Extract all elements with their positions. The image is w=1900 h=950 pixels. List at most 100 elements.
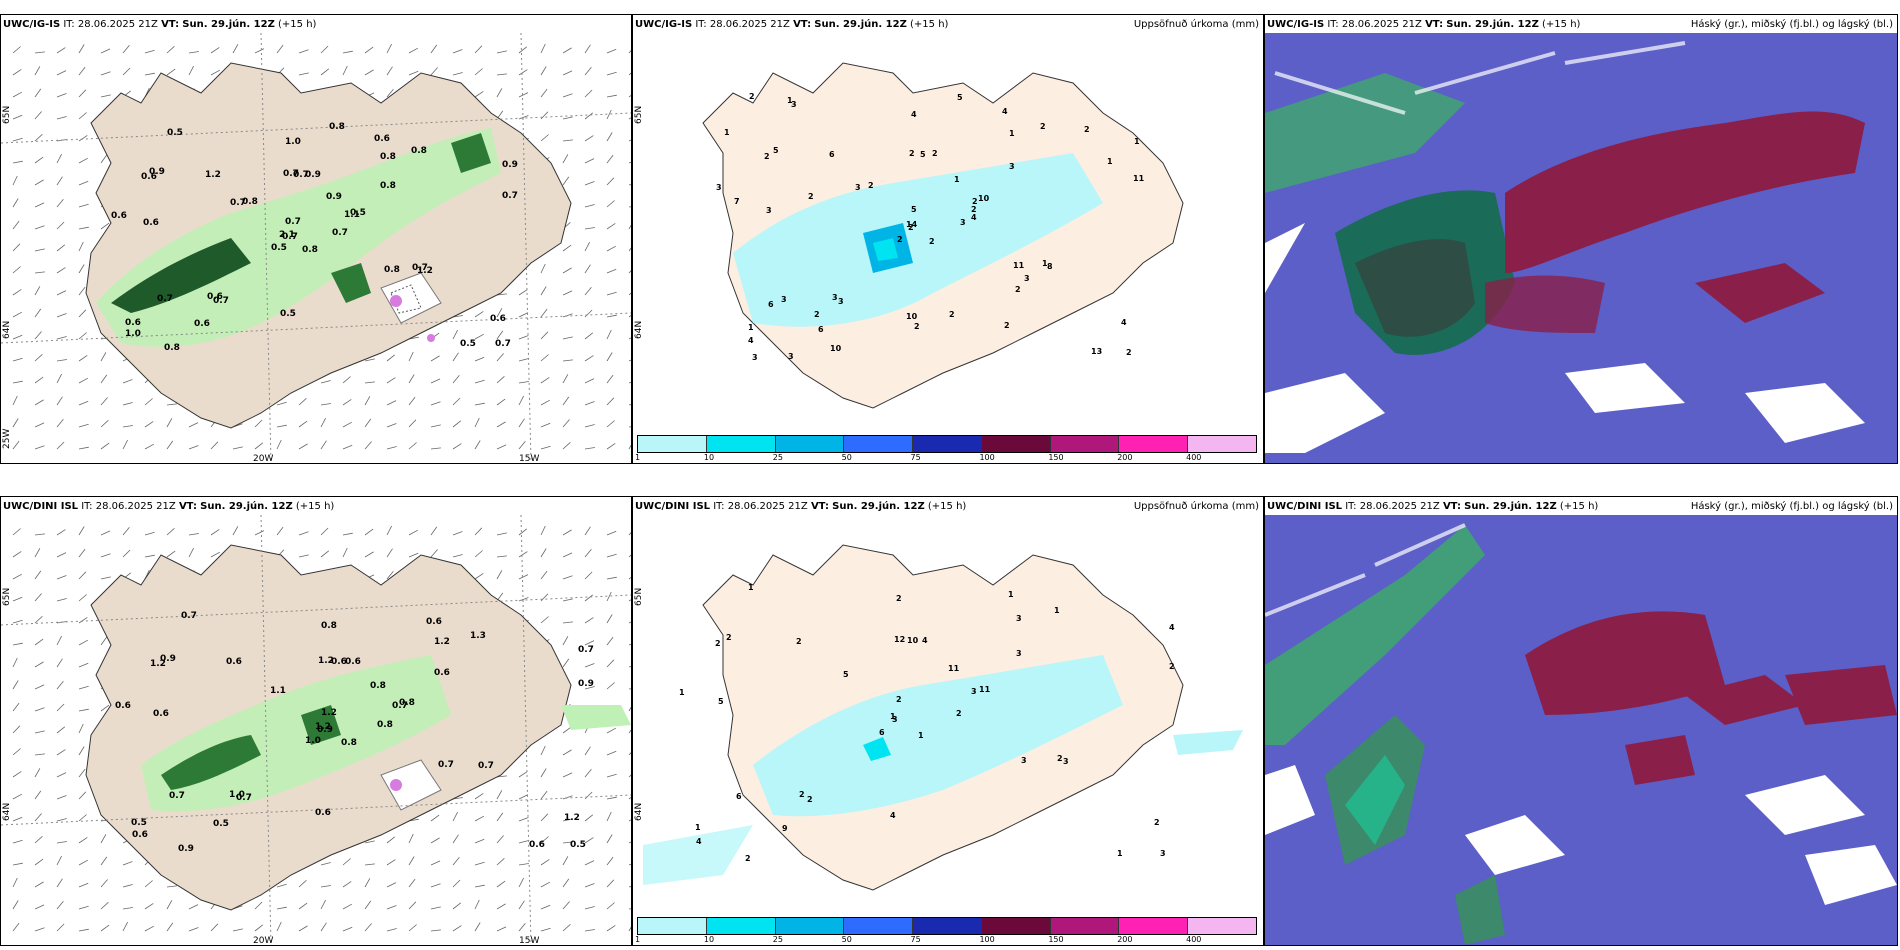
colorbar-segment — [844, 918, 914, 934]
wind-barb — [562, 139, 573, 142]
wind-barb — [342, 50, 353, 54]
map-value-label: 0.5 — [167, 128, 183, 138]
map-value-label: 2 — [1126, 348, 1132, 357]
map-value-label: 1 — [890, 712, 896, 721]
lat-label: 64N — [2, 803, 12, 821]
wind-barb — [34, 707, 45, 712]
wind-barb — [408, 552, 419, 558]
map-value-label: 0.9 — [326, 192, 342, 202]
wind-barb — [584, 663, 595, 668]
panel-wind-ig-is: UWC/IG-IS IT: 28.06.2025 21Z VT: Sun. 29… — [0, 14, 632, 464]
wind-barb — [452, 925, 462, 932]
wind-barb — [430, 929, 441, 932]
wind-barb — [56, 93, 67, 98]
wind-barb — [298, 554, 309, 558]
wind-barb — [628, 729, 631, 734]
wind-barb — [56, 818, 67, 822]
wind-barb — [34, 768, 41, 778]
wind-barb — [408, 833, 414, 844]
wind-barb — [254, 419, 263, 428]
wind-barb — [166, 418, 173, 428]
wind-barb — [34, 134, 43, 142]
wind-barb — [34, 156, 44, 164]
colorbar-segment — [1119, 436, 1189, 452]
wind-barb — [342, 421, 352, 428]
wind-barb — [100, 704, 110, 712]
wind-barb — [56, 70, 67, 76]
map-value-label: 3 — [971, 687, 977, 696]
wind-barb — [56, 658, 63, 668]
wind-barb — [628, 270, 631, 274]
map-value-label: 2 — [896, 594, 902, 603]
wind-barb — [144, 421, 154, 428]
map-value-label: 0.6 — [490, 314, 506, 324]
colorbar — [637, 917, 1257, 935]
map-value-label: 0.7 — [169, 791, 185, 801]
wind-barb — [628, 224, 631, 230]
wind-barb — [100, 834, 107, 844]
wind-barb — [540, 422, 551, 428]
wind-barb — [430, 906, 441, 910]
wind-barb — [606, 902, 615, 910]
wind-barb — [78, 746, 85, 756]
map-value-label: 0.7 — [438, 760, 454, 770]
lat-label: 65N — [2, 588, 12, 606]
map-value-label: 0.6 — [374, 134, 390, 144]
wind-barb — [518, 574, 529, 580]
colorbar-tick: 1 — [635, 453, 641, 462]
wind-barb — [430, 814, 440, 822]
wind-barb — [12, 702, 20, 712]
wind-barb — [12, 243, 21, 252]
wind-barb — [628, 886, 631, 888]
wind-barb — [584, 860, 595, 866]
wind-barb — [540, 548, 547, 558]
wind-barb — [562, 795, 573, 800]
map-value-label: 9 — [782, 824, 788, 833]
map-value-label: 0.6 — [315, 808, 331, 818]
map-value-label: 2 — [1057, 754, 1063, 763]
map-value-label: 3 — [960, 218, 966, 227]
wind-barb — [408, 419, 417, 428]
wind-barb — [386, 859, 396, 866]
wind-barb — [34, 399, 44, 406]
wind-barb — [56, 575, 67, 580]
map-value-label: 0.7 — [181, 611, 197, 621]
wind-barb — [12, 877, 18, 888]
colorbar-segment — [638, 918, 707, 934]
cloud-map — [1265, 33, 1897, 463]
map-value-label: 1.2 — [150, 659, 166, 669]
wind-barb — [78, 905, 89, 910]
lat-label: 64N — [2, 321, 12, 339]
wind-barb — [166, 550, 176, 558]
panel-header: UWC/IG-IS IT: 28.06.2025 21Z VT: Sun. 29… — [1267, 19, 1581, 30]
wind-barb — [56, 795, 67, 800]
wind-barb — [606, 268, 617, 274]
wind-map: 65N 64N 25W 20W 15W 0.80.60.70.61.10.70.… — [1, 33, 631, 463]
wind-barb — [298, 49, 309, 54]
wind-barb — [496, 73, 507, 76]
wind-barb — [188, 547, 194, 558]
map-value-label: 0.5 — [280, 309, 296, 319]
wind-barb — [210, 47, 220, 54]
wind-barb — [562, 621, 573, 624]
wind-barb — [584, 640, 595, 646]
wind-barb — [430, 447, 441, 450]
wind-barb — [34, 836, 43, 844]
wind-barb — [540, 134, 549, 142]
wind-barb — [562, 336, 573, 340]
wind-barb — [78, 332, 87, 340]
wind-barb — [562, 396, 570, 406]
wind-barb — [606, 223, 616, 230]
wind-barb — [34, 111, 42, 120]
wind-barb — [78, 859, 88, 866]
wind-barb — [430, 837, 440, 844]
wind-barb — [166, 885, 177, 888]
map-value-label: 1 — [679, 688, 685, 697]
panel-header: UWC/IG-IS IT: 28.06.2025 21Z VT: Sun. 29… — [3, 19, 317, 30]
wind-barb — [628, 706, 631, 712]
wind-barb — [430, 67, 438, 76]
wind-barb — [12, 748, 21, 756]
wind-barb — [540, 790, 548, 800]
map-value-label: 3 — [781, 295, 787, 304]
wind-barb — [606, 374, 614, 384]
